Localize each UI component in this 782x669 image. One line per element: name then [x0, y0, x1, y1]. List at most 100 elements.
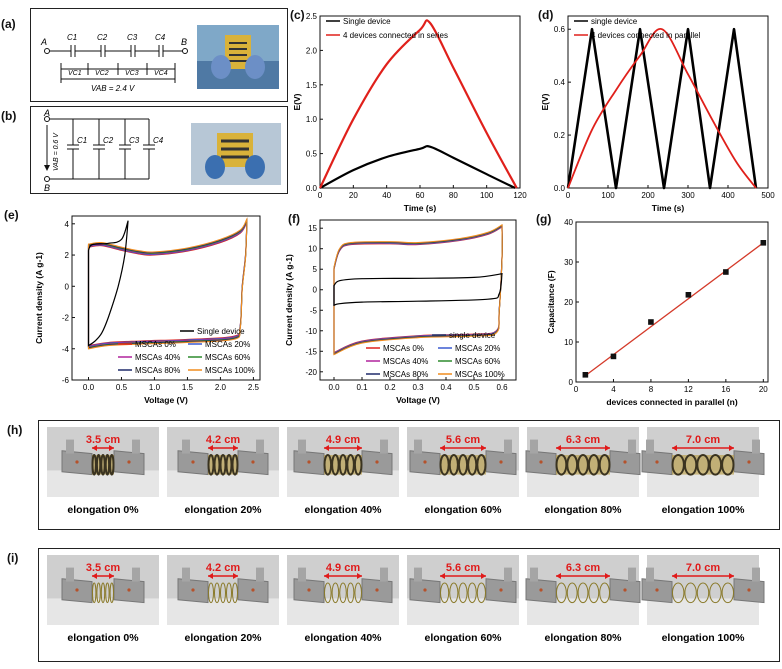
y-tick-label: 0.2 [554, 131, 566, 140]
data-point [760, 240, 767, 246]
arrow-head-left [556, 573, 561, 579]
x-tick-label: 400 [721, 191, 735, 200]
elongation-caption: elongation 0% [67, 632, 139, 644]
device-photo-series [197, 25, 279, 89]
device-segment [232, 582, 238, 604]
device-segment [95, 454, 102, 476]
y-tick-label: 0.5 [306, 150, 318, 159]
clamp-post [66, 439, 74, 454]
panel-g-label: (g) [536, 212, 552, 226]
series-line-0 [319, 145, 516, 189]
y-tick-label: -20 [305, 368, 317, 377]
clamp-screw [423, 460, 427, 464]
panel-d-label: (d) [538, 8, 554, 22]
arrow-head-right [729, 445, 734, 451]
y-tick-label: 0.0 [554, 184, 566, 193]
arrow-head-left [92, 573, 97, 579]
x-tick-label: 0 [318, 191, 323, 200]
y-tick-label: 20 [564, 298, 573, 307]
y-axis-label: Current density (A g-1) [34, 252, 44, 344]
x-tick-label: 2.5 [248, 383, 260, 392]
vc2-label: VC2 [95, 70, 109, 77]
arrow-head-left [440, 445, 445, 451]
stretch-photo-0: 3.5 cm [47, 427, 159, 497]
clamp-post [752, 567, 760, 582]
clamp-screw [127, 460, 131, 464]
arrow-head-left [92, 445, 97, 451]
y-tick-label: 0.6 [554, 25, 566, 34]
device-segment [708, 454, 723, 476]
panel-f-label: (f) [288, 212, 300, 226]
x-tick-label: 0.3 [412, 383, 424, 392]
legend-mscas-1: MSCAs 0% [135, 340, 176, 349]
plot-frame [71, 215, 261, 381]
series-line-0 [566, 27, 758, 190]
stretch-photo-0: 3.5 cm [47, 555, 159, 625]
device-segment [338, 454, 348, 476]
fit-line [584, 242, 764, 377]
y-tick-label: 15 [308, 224, 317, 233]
cap-c4-label: C4 [153, 136, 164, 145]
device-segment [346, 582, 355, 604]
x-tick-label: 12 [684, 385, 693, 394]
stretch-photo-1: 4.2 cm [167, 427, 279, 497]
clamp-screw [75, 588, 79, 592]
length-label: 3.5 cm [86, 562, 120, 574]
length-label: 5.6 cm [446, 562, 480, 574]
arrow-head-right [233, 445, 238, 451]
x-tick-label: 300 [681, 191, 695, 200]
series-line-1 [319, 19, 518, 189]
device-segment [214, 582, 220, 604]
elongation-caption: elongation 20% [184, 504, 262, 516]
length-label: 7.0 cm [686, 562, 720, 574]
y-tick-label: 2.5 [306, 12, 318, 21]
clamp-screw [75, 460, 79, 464]
stretch-photo-2: 4.9 cm [287, 555, 399, 625]
stretch-photo-5: 7.0 cm [641, 555, 765, 625]
y-tick-label: 1.5 [306, 81, 318, 90]
clamp-post [256, 439, 264, 454]
device-segment [467, 582, 477, 604]
y-tick-label: 0 [65, 282, 70, 291]
device-segment [109, 582, 115, 604]
y-tick-label: 40 [564, 218, 573, 227]
device-segment [448, 454, 459, 476]
legend-mscas-4: MSCAs 60% [205, 353, 250, 362]
cap-c2-label: C2 [103, 136, 114, 145]
x-tick-label: 1.0 [149, 383, 161, 392]
clamp-screw [127, 588, 131, 592]
arrow-head-right [605, 445, 610, 451]
length-label: 6.3 cm [566, 562, 600, 574]
data-point [610, 353, 617, 360]
clamp-post [380, 439, 388, 454]
legend-mscas-6: MSCAs 100% [455, 370, 505, 379]
device-segment [231, 454, 239, 476]
clamp-screw [539, 588, 543, 592]
clamp-screw [655, 460, 659, 464]
panel-c-label: (c) [290, 8, 305, 22]
photo-strip-i: 3.5 cm elongation 0% 4.2 cm elongation 20% 4… [47, 555, 765, 644]
panel-g: (g) 0 4 8 12 16 20 0 10 20 30 40 devices connected … [532, 208, 778, 420]
clamp-post [182, 439, 190, 454]
node-b-label: B [181, 37, 187, 47]
arrow-head-left [672, 573, 677, 579]
chart-c: 0 20 40 60 80 100 120 0.0 0.5 1.0 1.5 2.0 2.5 Time (s… [292, 12, 527, 213]
y-axis-label: Current density (A g-1) [284, 254, 294, 346]
device-segment [721, 454, 735, 476]
arrow-head-left [672, 445, 677, 451]
device-segment [354, 582, 362, 604]
cap-c2-label: C2 [97, 33, 108, 42]
legend-mscas-5: MSCAs 80% [135, 366, 180, 375]
clamp-screw [191, 588, 195, 592]
data-point [723, 269, 729, 275]
cap-c3-label: C3 [127, 33, 138, 42]
device-segment [476, 582, 487, 604]
clamp-post [530, 439, 538, 454]
y-tick-label: -4 [62, 345, 70, 354]
cap-c1-label: C1 [67, 33, 77, 42]
plot-frame [319, 15, 521, 189]
photo-strip-h: 3.5 cm elongation 0% 4.2 cm elongation 20% 4… [47, 427, 765, 516]
legend-single-device: Single device [343, 17, 391, 26]
clamp-post [298, 439, 306, 454]
clamp-screw [747, 460, 751, 464]
